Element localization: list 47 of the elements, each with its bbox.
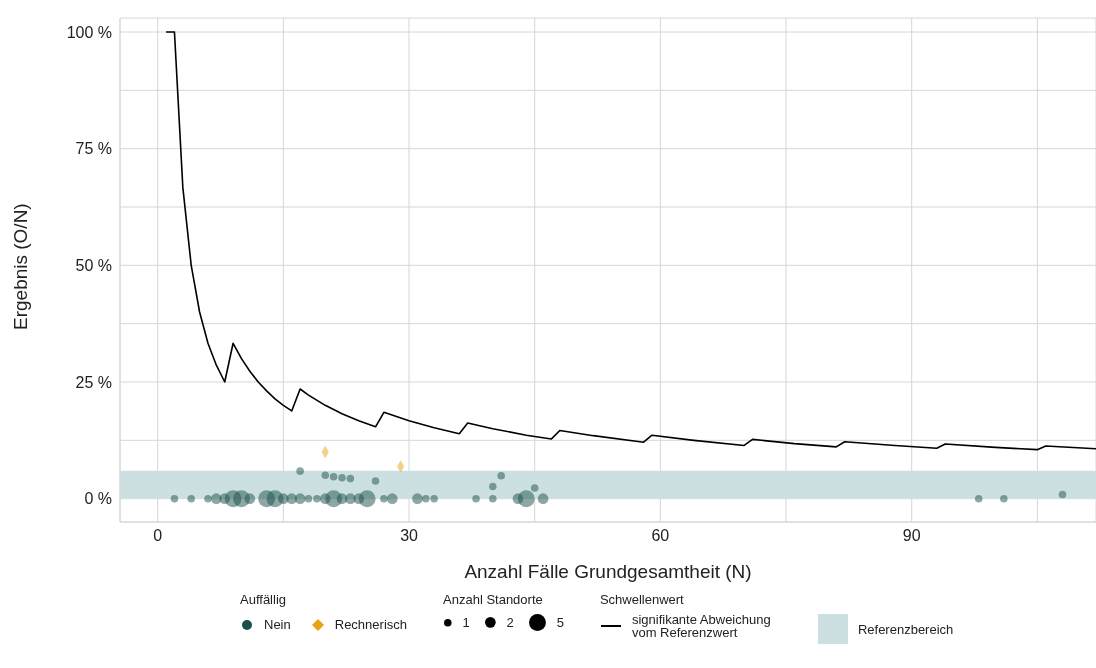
y-tick-label: 0 % <box>84 490 112 508</box>
legend-label: 1 <box>462 614 470 630</box>
point <box>380 494 388 503</box>
x-tick-label: 60 <box>651 527 670 545</box>
text: Schwellenwert <box>599 592 685 607</box>
point <box>530 484 539 492</box>
point <box>371 477 380 485</box>
point <box>974 494 983 503</box>
legend-title: Auffällig <box>240 592 287 607</box>
point <box>489 482 497 491</box>
point <box>338 473 346 482</box>
x-axis-title: Anzahl Fälle Grundgesamtheit (N) <box>464 561 752 582</box>
point <box>321 471 330 480</box>
point <box>1058 490 1067 499</box>
point <box>278 493 289 505</box>
point <box>313 494 321 503</box>
x-tick-label: 30 <box>400 527 419 545</box>
point <box>430 494 438 503</box>
point <box>489 494 497 503</box>
legend-label: Nein <box>264 617 291 632</box>
point <box>346 474 355 483</box>
legend-label: signifikante Abweichung vom Referenzwert <box>631 612 772 640</box>
point <box>204 494 212 503</box>
point <box>422 494 430 503</box>
point <box>1000 494 1008 503</box>
legend-label: Referenzbereich <box>857 621 954 637</box>
text: Anzahl Standorte <box>443 592 544 607</box>
point <box>304 494 313 503</box>
x-tick-label: 90 <box>902 527 921 545</box>
line-series <box>165 31 1096 451</box>
point <box>187 494 195 503</box>
legend-label: 2 <box>506 614 514 630</box>
point <box>412 493 423 505</box>
legend-label: Rechnerisch <box>334 617 408 632</box>
y-axis-title: Ergebnis (O/N) <box>9 203 31 330</box>
y-tick-label: 25 % <box>75 373 112 391</box>
legend-label: 5 <box>556 614 564 630</box>
point <box>170 494 179 503</box>
y-tick-label: 75 % <box>75 140 112 158</box>
x-tick-label: 0 <box>153 527 163 545</box>
point <box>497 472 505 480</box>
y-tick-label: 50 % <box>75 257 112 275</box>
point <box>472 494 480 503</box>
point <box>296 467 304 475</box>
point <box>329 472 338 481</box>
point <box>345 493 356 505</box>
y-tick-label: 100 % <box>66 23 112 41</box>
